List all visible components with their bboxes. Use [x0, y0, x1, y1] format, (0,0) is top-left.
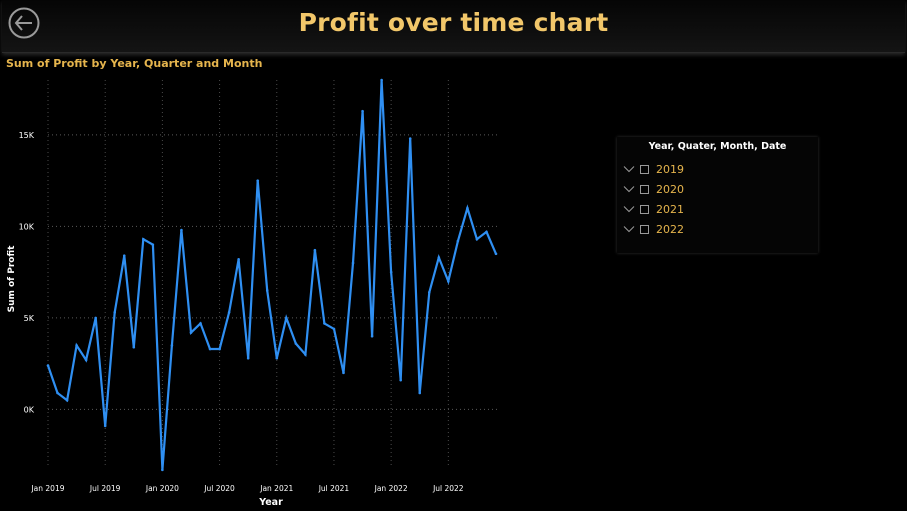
data-point[interactable]: [456, 239, 460, 243]
chevron-down-icon[interactable]: [623, 183, 635, 195]
x-tick-label: Jul 2022: [432, 484, 464, 493]
data-point[interactable]: [437, 256, 441, 259]
data-point[interactable]: [170, 344, 174, 347]
page-header: Profit over time chart: [2, 0, 905, 53]
y-tick-label: 15K: [19, 131, 35, 140]
data-point[interactable]: [475, 237, 479, 241]
data-point[interactable]: [132, 345, 136, 349]
slicer-item-2019[interactable]: 2019: [623, 161, 684, 177]
data-point[interactable]: [427, 291, 431, 294]
y-axis-ticks: 0K 5K 10K 15K: [19, 131, 35, 415]
data-point[interactable]: [84, 358, 88, 362]
data-point[interactable]: [75, 344, 78, 347]
data-point[interactable]: [351, 261, 355, 265]
data-point[interactable]: [275, 356, 279, 360]
data-point[interactable]: [485, 230, 488, 234]
data-point[interactable]: [447, 280, 450, 283]
slicer-checkbox[interactable]: [640, 224, 649, 234]
data-point[interactable]: [494, 252, 498, 256]
data-point[interactable]: [142, 237, 145, 241]
data-point[interactable]: [56, 391, 59, 395]
x-axis-ticks: Jan 2019 Jul 2019 Jan 2020 Jul 2020 Jan 2021…: [30, 484, 463, 493]
data-point[interactable]: [246, 356, 250, 360]
data-point[interactable]: [370, 334, 374, 338]
slicer-header: Year, Quater, Month, Date: [648, 141, 787, 152]
y-axis-label: Sum of Profit: [7, 245, 17, 313]
data-point[interactable]: [323, 322, 326, 325]
y-tick-label: 0K: [24, 405, 35, 414]
data-point[interactable]: [313, 248, 317, 252]
data-point[interactable]: [284, 316, 288, 320]
data-point[interactable]: [189, 331, 193, 334]
data-point[interactable]: [113, 311, 117, 314]
data-point[interactable]: [408, 137, 412, 140]
x-axis-label: Year: [258, 497, 283, 508]
chart-title: Sum of Profit by Year, Quarter and Month: [6, 57, 263, 70]
data-point[interactable]: [361, 109, 364, 113]
data-point[interactable]: [94, 316, 97, 320]
data-point[interactable]: [256, 179, 260, 182]
data-point[interactable]: [161, 468, 164, 472]
data-point[interactable]: [227, 311, 231, 314]
data-point[interactable]: [151, 243, 155, 247]
x-tick-label: Jan 2020: [145, 484, 179, 493]
x-tick-label: Jan 2021: [259, 484, 293, 493]
chevron-down-icon[interactable]: [623, 223, 635, 235]
x-tick-label: Jul 2021: [318, 484, 350, 493]
data-point[interactable]: [199, 322, 202, 325]
data-point[interactable]: [65, 398, 69, 402]
x-tick-label: Jan 2022: [374, 484, 408, 493]
data-point[interactable]: [103, 424, 107, 428]
data-point[interactable]: [418, 391, 422, 395]
y-tick-label: 5K: [24, 314, 35, 323]
data-point[interactable]: [466, 206, 469, 210]
year-slicer[interactable]: Year, Quater, Month, Date 2019 2020 2021 20…: [617, 137, 818, 253]
line-chart[interactable]: 0K 5K 10K 15K Jan 2019 Jul 2019 Jan 2020 Jul 2…: [0, 70, 520, 510]
slicer-item-label: 2021: [656, 202, 684, 216]
data-point[interactable]: [218, 347, 221, 351]
data-point[interactable]: [342, 371, 345, 375]
chevron-down-icon[interactable]: [623, 163, 635, 175]
data-point[interactable]: [332, 327, 336, 331]
chart-grid: [47, 80, 500, 468]
slicer-item-2020[interactable]: 2020: [623, 181, 684, 197]
y-tick-label: 10K: [19, 222, 35, 231]
slicer-checkbox[interactable]: [640, 184, 649, 194]
data-point[interactable]: [237, 258, 240, 261]
slicer-item-2021[interactable]: 2021: [623, 201, 684, 217]
x-tick-label: Jul 2020: [203, 484, 235, 493]
data-point[interactable]: [265, 289, 269, 292]
data-point[interactable]: [122, 254, 126, 257]
x-tick-label: Jan 2019: [30, 484, 64, 493]
chart-series: [46, 78, 498, 472]
data-point[interactable]: [399, 378, 402, 382]
chevron-down-icon[interactable]: [623, 203, 635, 215]
slicer-checkbox[interactable]: [640, 164, 649, 174]
slicer-item-label: 2020: [656, 182, 684, 196]
data-point[interactable]: [380, 78, 383, 82]
data-point[interactable]: [294, 342, 298, 345]
page-title: Profit over time chart: [298, 8, 609, 37]
slicer-checkbox[interactable]: [640, 204, 649, 214]
profit-series-line[interactable]: [46, 79, 498, 470]
data-point[interactable]: [46, 364, 50, 367]
data-point[interactable]: [180, 228, 183, 232]
slicer-item-label: 2019: [656, 162, 684, 176]
arrow-left-icon[interactable]: [8, 7, 40, 39]
slicer-item-2022[interactable]: 2022: [623, 221, 684, 237]
data-point[interactable]: [389, 270, 393, 274]
slicer-item-label: 2022: [656, 222, 684, 236]
x-tick-label: Jul 2019: [89, 484, 121, 493]
data-point[interactable]: [304, 353, 307, 356]
data-point[interactable]: [208, 347, 212, 351]
